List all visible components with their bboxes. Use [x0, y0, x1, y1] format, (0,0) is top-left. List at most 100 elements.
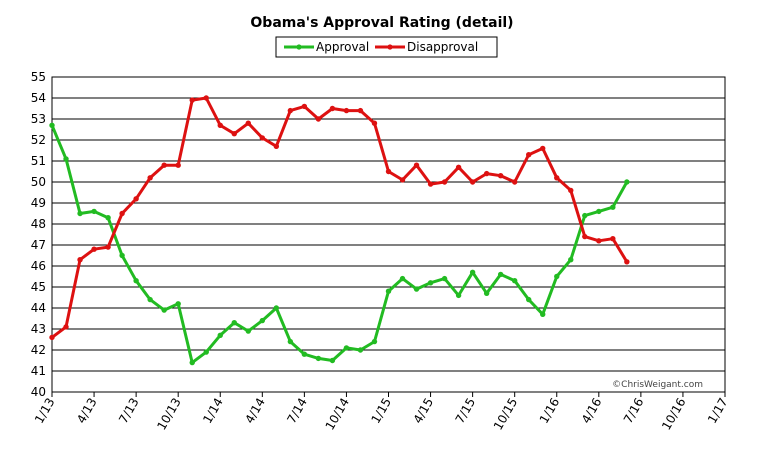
chart-title: Obama's Approval Rating (detail) [250, 15, 513, 31]
data-point-disapproval [554, 175, 560, 181]
legend: Approval Disapproval [275, 36, 498, 58]
x-tick-label: 7/15 [453, 396, 479, 426]
x-tick-label: 7/13 [116, 396, 142, 426]
data-point-approval [329, 357, 336, 364]
x-axis-ticks: 1/13 4/13 7/13 10/13 1/14 4/14 7/14 10/14 1/15 4/… [32, 392, 731, 432]
data-point-approval [301, 351, 308, 357]
data-point-disapproval [399, 177, 406, 183]
data-point-disapproval [189, 97, 195, 103]
data-point-disapproval [413, 162, 420, 168]
y-tick-label: 50 [31, 175, 46, 189]
data-point-approval [385, 288, 392, 294]
data-point-approval [371, 338, 378, 345]
y-tick-label: 44 [31, 301, 46, 315]
data-point-approval [203, 349, 209, 355]
data-point-disapproval [217, 122, 223, 128]
data-point-approval [175, 301, 181, 307]
y-axis-ticks: 40 41 42 43 44 45 46 47 48 49 50 51 52 53 54 55 [31, 70, 46, 399]
x-tick-label: 1/17 [705, 396, 731, 426]
data-point-approval [554, 273, 560, 280]
data-point-disapproval [231, 131, 237, 137]
data-point-disapproval [469, 179, 476, 185]
x-tick-label: 10/16 [659, 396, 688, 433]
y-tick-label: 41 [31, 364, 46, 378]
y-tick-label: 48 [31, 217, 46, 231]
data-point-disapproval [596, 238, 602, 244]
data-point-disapproval [259, 135, 266, 141]
data-point-approval [526, 296, 532, 303]
x-tick-label: 4/13 [74, 396, 100, 426]
series-line-approval [50, 124, 629, 365]
data-point-approval [231, 320, 237, 326]
data-point-disapproval [385, 168, 392, 175]
data-point-approval [147, 296, 153, 303]
data-point-approval [77, 210, 83, 217]
y-tick-label: 46 [31, 259, 46, 273]
data-point-disapproval [526, 152, 532, 158]
data-point-disapproval [203, 95, 209, 101]
data-point-approval [259, 317, 266, 324]
data-point-disapproval [301, 103, 308, 110]
data-point-approval [315, 355, 322, 362]
data-point-approval [441, 275, 448, 282]
y-tick-label: 47 [31, 238, 46, 252]
x-tick-label: 1/15 [368, 396, 394, 426]
data-point-disapproval [273, 143, 280, 149]
data-point-disapproval [371, 120, 378, 126]
data-point-approval [217, 332, 223, 338]
data-point-approval [105, 215, 111, 221]
data-point-disapproval [105, 244, 111, 250]
data-point-disapproval [357, 107, 364, 114]
data-point-approval [511, 278, 518, 284]
data-point-approval [568, 257, 574, 263]
data-point-approval [119, 252, 125, 259]
x-tick-label: 1/14 [200, 396, 226, 426]
y-tick-label: 55 [31, 70, 46, 84]
data-point-disapproval [147, 175, 153, 181]
data-point-approval [483, 290, 490, 296]
data-point-disapproval [119, 210, 125, 217]
data-point-approval [455, 292, 462, 299]
y-tick-label: 52 [31, 133, 46, 147]
y-tick-label: 51 [31, 154, 46, 168]
data-point-approval [287, 338, 294, 345]
x-tick-label: 4/14 [242, 396, 268, 426]
data-point-disapproval [315, 116, 322, 122]
data-point-disapproval [441, 179, 448, 185]
y-tick-label: 53 [31, 112, 46, 126]
legend-marker-approval [296, 44, 302, 50]
data-point-approval [540, 311, 546, 317]
data-point-approval [343, 345, 350, 351]
gridlines [52, 97, 725, 372]
data-point-approval [469, 269, 476, 275]
plot-area [51, 76, 726, 393]
data-point-approval [357, 347, 364, 353]
data-point-approval [161, 307, 167, 313]
x-tick-label: 4/15 [411, 396, 437, 426]
x-tick-label: 1/13 [32, 396, 58, 426]
y-tick-label: 40 [31, 385, 46, 399]
data-point-disapproval [427, 181, 434, 187]
data-point-approval [413, 286, 420, 292]
data-point-approval [63, 156, 69, 162]
x-tick-label: 10/15 [491, 396, 520, 433]
data-point-disapproval [540, 145, 546, 152]
data-point-approval [91, 208, 97, 215]
data-point-disapproval [624, 259, 630, 265]
data-point-disapproval [63, 324, 69, 330]
data-point-disapproval [77, 257, 83, 263]
data-point-approval [273, 305, 280, 311]
data-point-approval [596, 208, 602, 215]
data-point-approval [245, 328, 251, 334]
data-point-approval [49, 122, 55, 128]
data-point-disapproval [568, 187, 574, 194]
data-point-approval [399, 275, 406, 282]
data-point-disapproval [483, 170, 490, 177]
x-tick-label: 10/13 [154, 396, 183, 433]
data-point-disapproval [245, 120, 251, 126]
data-point-disapproval [582, 233, 588, 240]
data-point-disapproval [329, 105, 336, 112]
y-tick-label: 43 [31, 322, 46, 336]
data-point-approval [427, 280, 434, 286]
